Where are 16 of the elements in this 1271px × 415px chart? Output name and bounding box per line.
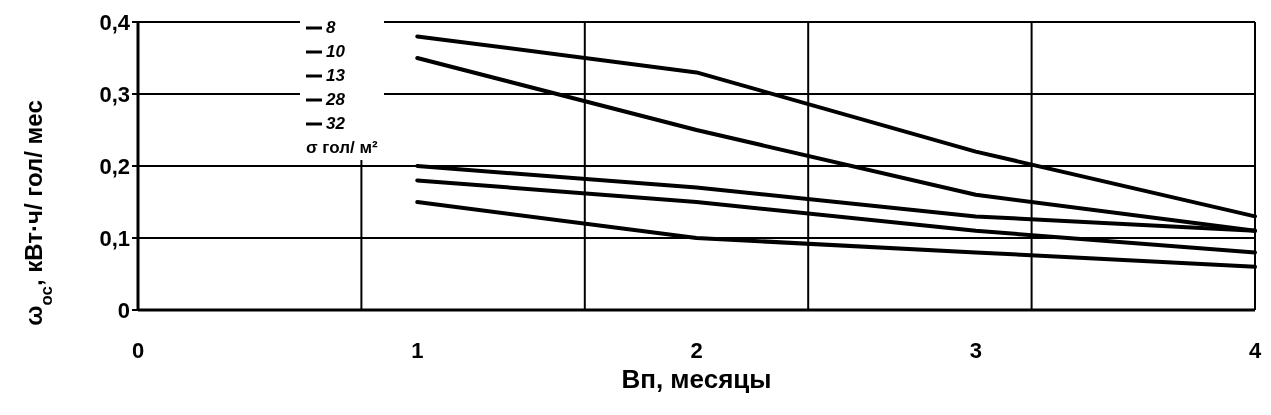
legend-title: σ гол/ м² <box>306 138 378 158</box>
y-tick-label: 0 <box>117 297 130 323</box>
x-axis-title: Вп, месяцы <box>621 364 772 394</box>
legend-label: 32 <box>326 114 345 134</box>
x-tick-label: 3 <box>969 337 982 363</box>
x-tick-label: 4 <box>1248 337 1262 363</box>
legend-label: 28 <box>326 90 345 110</box>
y-tick-label: 0,4 <box>99 9 131 35</box>
legend-label: 8 <box>326 18 336 38</box>
y-tick-label: 0,3 <box>99 81 130 107</box>
legend-label: 13 <box>326 66 345 86</box>
x-tick-label: 1 <box>411 337 424 363</box>
x-tick-label: 2 <box>690 337 703 363</box>
legend-label: 10 <box>326 42 345 62</box>
y-tick-label: 0,2 <box>99 153 130 179</box>
y-tick-label: 0,1 <box>99 225 130 251</box>
